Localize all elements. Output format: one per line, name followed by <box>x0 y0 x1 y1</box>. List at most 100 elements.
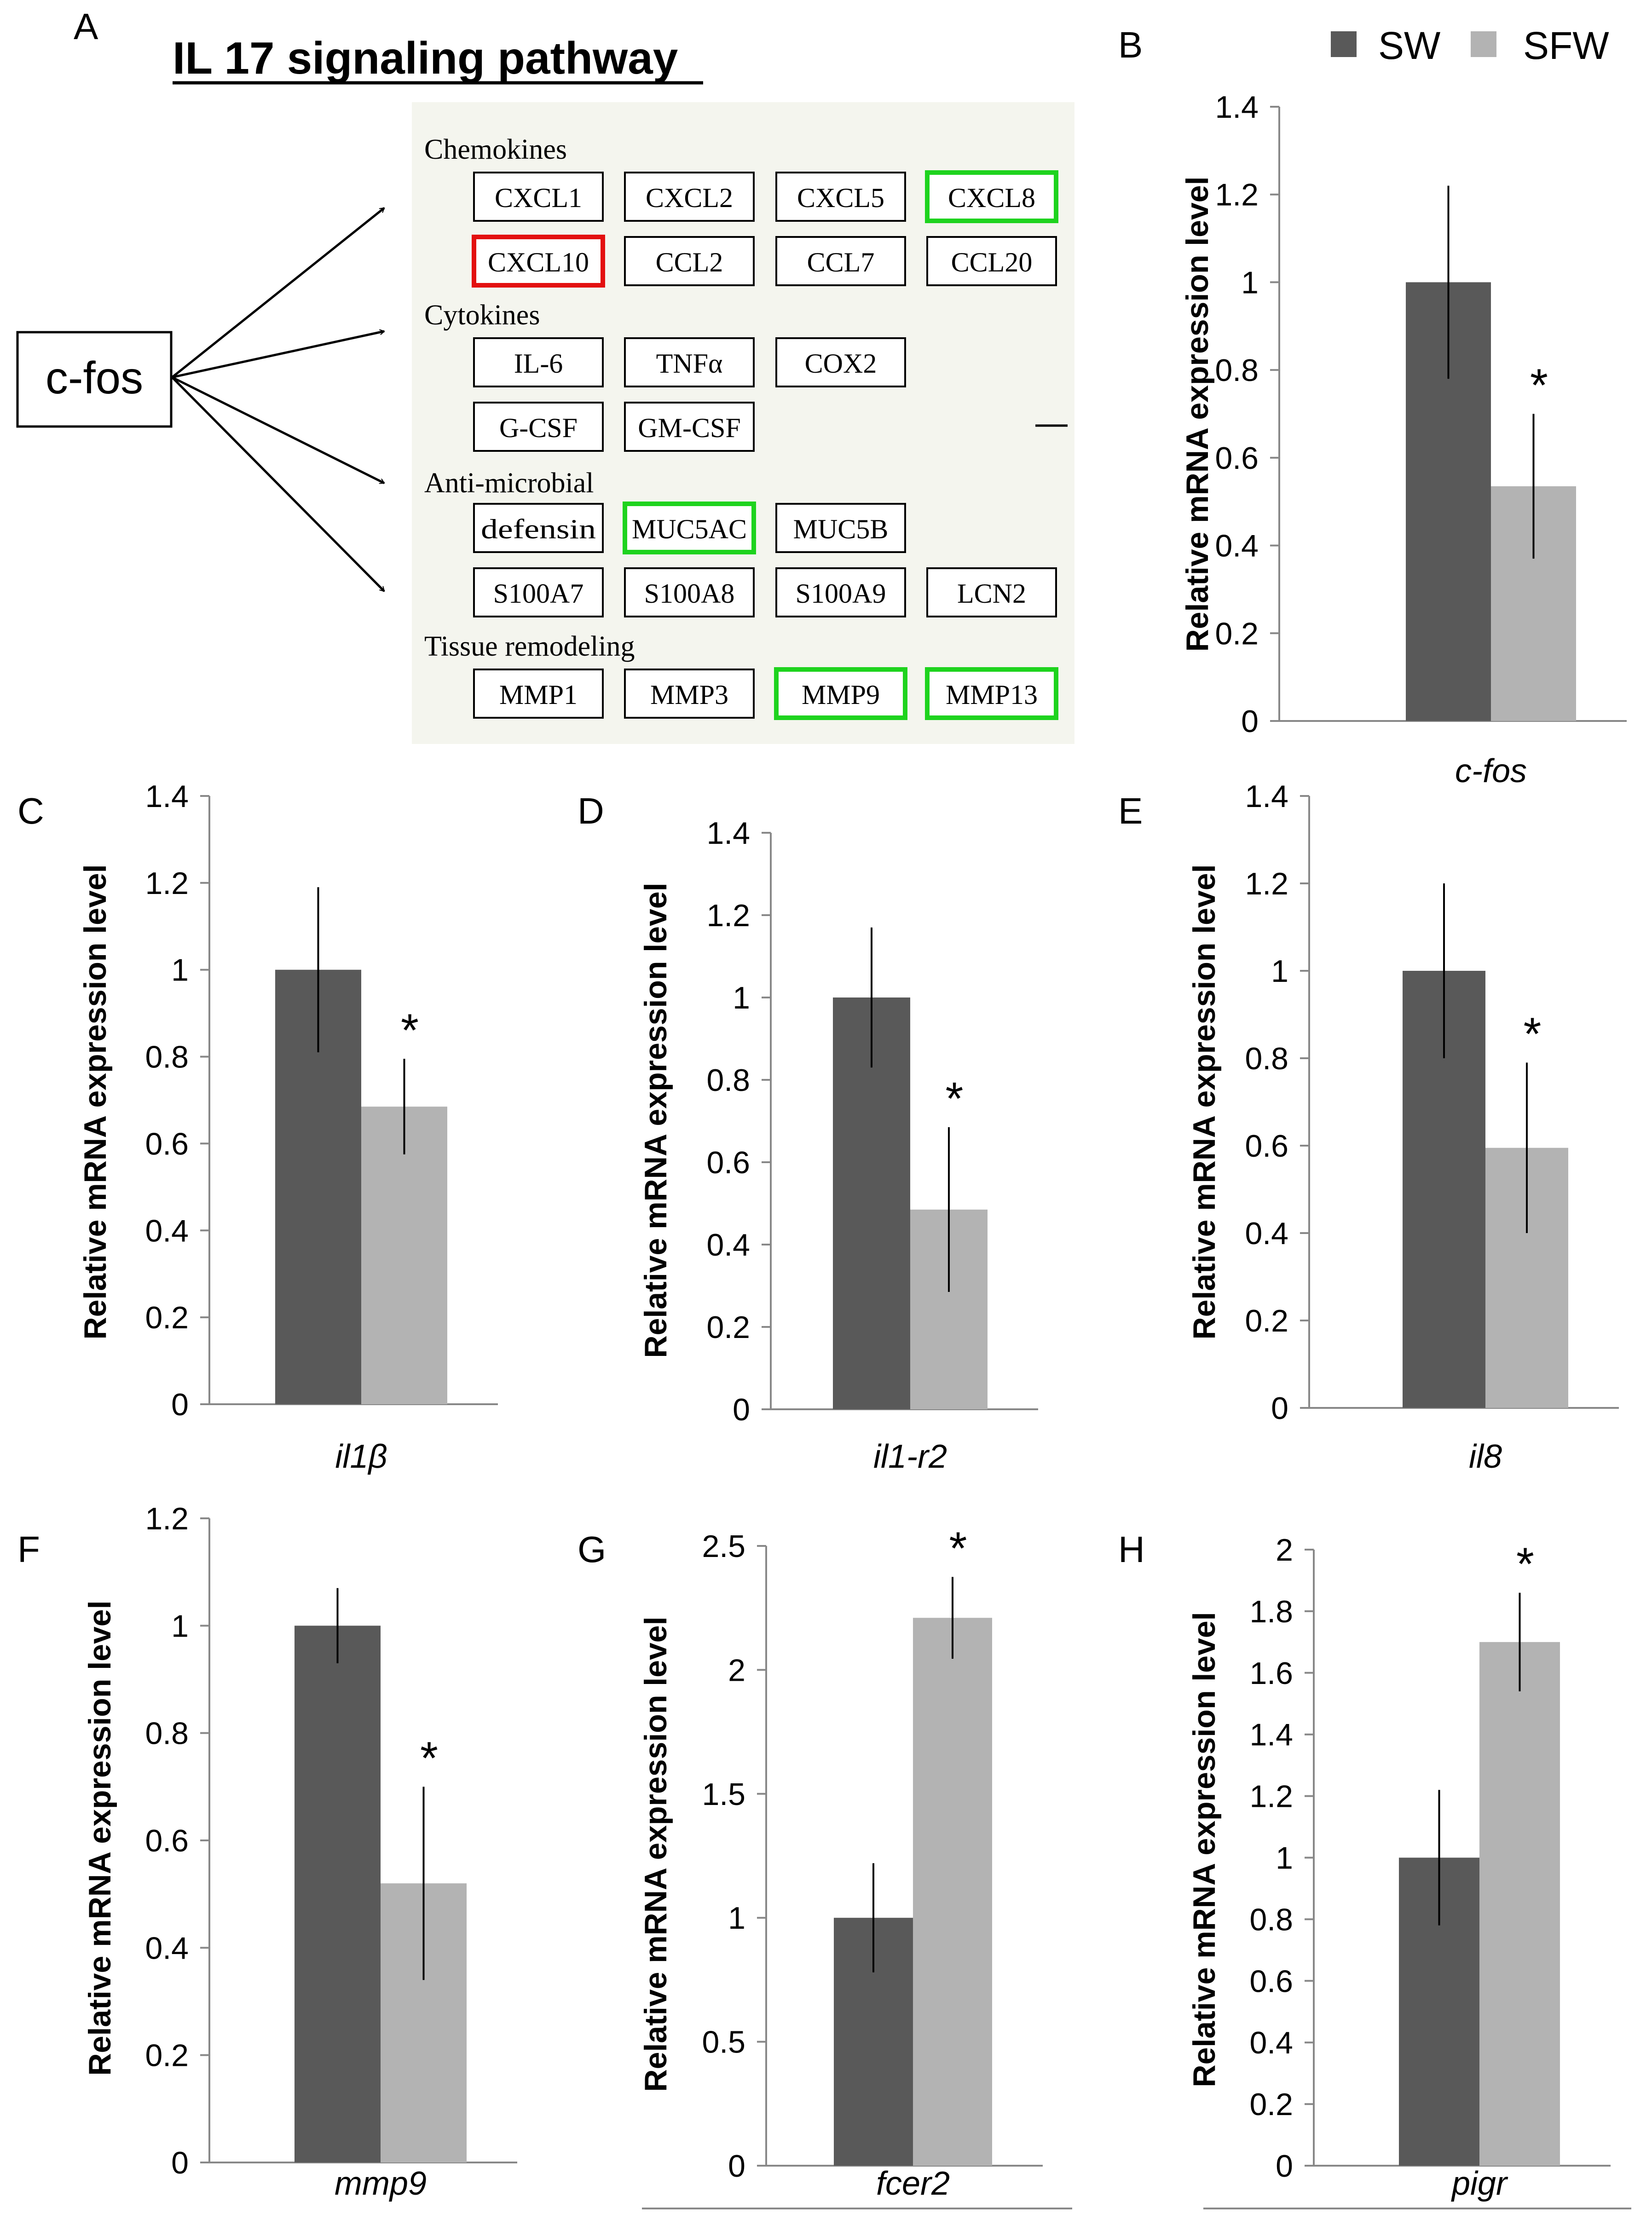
gene-box <box>926 236 1057 286</box>
gene-box-label: CXCL5 <box>797 183 884 213</box>
chart-panel-g: G 0 0.5 1 1.5 2 2.5 Relative mRNA expression le… <box>578 1522 1072 2209</box>
y-tick-label: 0.4 <box>1245 1216 1288 1251</box>
y-tick-label: 1 <box>733 980 750 1015</box>
chart-panel-f: F 0 0.2 0.4 0.6 0.8 1 1.2 Relative mRNA expressi… <box>17 1501 517 2202</box>
y-tick-label: 1 <box>1241 265 1259 300</box>
legend-swatch-sfw <box>1471 31 1496 57</box>
y-tick-label: 1.4 <box>1245 779 1288 814</box>
y-tick-label: 1 <box>1271 954 1288 989</box>
gene-box <box>774 667 907 720</box>
legend-label-sw: SW <box>1378 24 1440 67</box>
y-tick-label: 1.5 <box>702 1777 745 1812</box>
bar-sw <box>295 1626 381 2162</box>
y-tick-label: 0.2 <box>1249 2087 1293 2122</box>
panel-label: D <box>578 790 604 831</box>
gene-box-label: TNFα <box>656 348 723 379</box>
gene-box <box>624 402 755 452</box>
y-tick-label: 1 <box>728 1901 745 1936</box>
y-tick-label: 0 <box>1271 1391 1288 1426</box>
y-axis-title: Relative mRNA expression level <box>82 1600 117 2076</box>
y-tick-label: 0.8 <box>1245 1041 1288 1076</box>
gene-box-label: MUC5B <box>793 514 889 544</box>
pathway-group-title: Cytokines <box>424 300 540 331</box>
gene-box <box>473 669 604 719</box>
legend-swatch-sw <box>1331 31 1357 57</box>
y-tick-label: 0.2 <box>145 2038 189 2073</box>
gene-box-label: S100A7 <box>493 578 584 609</box>
gene-box <box>624 337 755 387</box>
gene-box-label: CXCL8 <box>948 183 1035 213</box>
gene-box <box>473 567 604 617</box>
y-tick-label: 0.8 <box>706 1063 750 1098</box>
y-tick-label: 1.2 <box>1245 866 1288 901</box>
significance-marker: * <box>420 1732 438 1784</box>
pathway-groups: Chemokines CXCL1 CXCL2 CXCL5 CXCL8 CXCL10 CCL2… <box>424 134 1058 720</box>
pathway-title: IL 17 signaling pathway <box>173 33 678 83</box>
pathway-group-title: Anti-microbial <box>424 467 594 499</box>
y-tick-label: 0.8 <box>1249 1902 1293 1937</box>
source-node-box <box>16 331 173 428</box>
y-tick-label: 0.4 <box>145 1213 189 1248</box>
gene-box-label: CXCL2 <box>646 183 733 213</box>
y-tick-label: 1.4 <box>1249 1718 1293 1753</box>
panel-label: G <box>578 1529 606 1570</box>
y-tick-label: 1 <box>171 953 189 988</box>
bar-sfw <box>361 1107 447 1404</box>
y-tick-label: 0.6 <box>1245 1129 1288 1164</box>
y-tick-label: 0.6 <box>145 1823 189 1858</box>
gene-box-label: G-CSF <box>499 413 578 443</box>
y-tick-label: 0.5 <box>702 2025 745 2060</box>
gene-box-label: CCL20 <box>951 247 1033 277</box>
y-tick-label: 1 <box>171 1609 189 1643</box>
bar-charts: B 0 0.2 0.4 0.6 0.8 1 1.2 1.4 Relative mRNA expre… <box>17 24 1631 2209</box>
chart-panel-e: E 0 0.2 0.4 0.6 0.8 1 1.2 1.4 Relative mRNA expre… <box>1118 779 1619 1475</box>
y-axis-title: Relative mRNA expression level <box>638 882 673 1358</box>
y-tick-label: 1.4 <box>145 779 189 814</box>
y-tick-label: 1.2 <box>706 898 750 933</box>
gene-box <box>473 172 604 222</box>
y-tick-label: 1.2 <box>145 1501 189 1536</box>
legend-label-sfw: SFW <box>1523 24 1609 67</box>
gene-box <box>775 172 906 222</box>
panel-label: C <box>17 790 44 831</box>
x-category-label: fcer2 <box>876 2165 950 2202</box>
chart-panel-b: B 0 0.2 0.4 0.6 0.8 1 1.2 1.4 Relative mRNA expre… <box>1118 24 1627 790</box>
gene-box-label: CXCL1 <box>495 183 582 213</box>
x-category-label: il1β <box>335 1438 387 1475</box>
gene-box <box>473 503 604 553</box>
gene-box <box>624 236 755 286</box>
y-axis-title: Relative mRNA expression level <box>1180 176 1215 652</box>
y-tick-label: 0.4 <box>1249 2025 1293 2060</box>
gene-box-label: MMP9 <box>802 680 880 710</box>
panel-label: F <box>17 1529 40 1570</box>
gene-box <box>775 236 906 286</box>
arrow-to-cytokines <box>172 331 384 379</box>
y-tick-label: 0.8 <box>145 1040 189 1075</box>
y-tick-label: 0.6 <box>706 1145 750 1180</box>
arrow-to-anti-microbial <box>171 376 384 484</box>
gene-box <box>775 567 906 617</box>
x-category-label: c-fos <box>1455 753 1527 790</box>
y-tick-label: 0 <box>1241 704 1259 739</box>
y-axis-title: Relative mRNA expression level <box>1187 1612 1222 2087</box>
y-tick-label: 1.6 <box>1249 1656 1293 1691</box>
y-tick-label: 0 <box>733 1392 750 1427</box>
y-tick-label: 0.2 <box>706 1310 750 1345</box>
gene-box <box>926 567 1057 617</box>
gene-box-label: defensin <box>481 514 596 544</box>
panel-label: E <box>1118 790 1143 831</box>
gene-box-label: IL-6 <box>514 348 563 379</box>
gene-box-label: CCL2 <box>656 247 723 277</box>
y-tick-label: 0.6 <box>1215 441 1259 476</box>
significance-marker: * <box>1516 1539 1534 1590</box>
panel-a: A IL 17 signaling pathway c-fos Chemokin… <box>16 6 1074 744</box>
x-category-label: pigr <box>1451 2165 1508 2202</box>
gene-box-label: CXCL10 <box>488 247 589 277</box>
y-tick-label: 0 <box>171 1387 189 1422</box>
gene-box <box>473 402 604 452</box>
y-tick-label: 0.4 <box>1215 529 1259 564</box>
panel-label: H <box>1118 1529 1145 1570</box>
y-tick-label: 1.2 <box>145 866 189 901</box>
y-tick-label: 1.2 <box>1215 178 1259 213</box>
